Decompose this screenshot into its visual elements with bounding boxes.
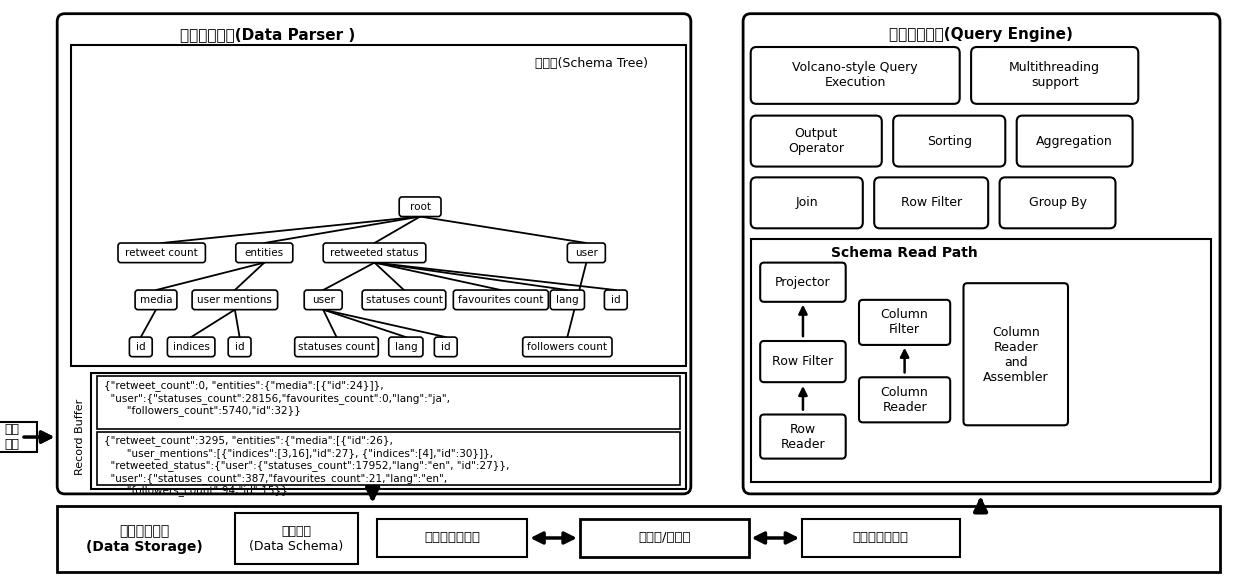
FancyBboxPatch shape <box>568 243 605 263</box>
Text: 行式二进制数据: 行式二进制数据 <box>424 532 480 545</box>
FancyBboxPatch shape <box>874 177 988 228</box>
Text: Group By: Group By <box>1028 197 1086 209</box>
Text: Output
Operator: Output Operator <box>789 127 844 155</box>
Bar <box>377 519 527 556</box>
Text: id: id <box>136 342 145 352</box>
Text: Multithreading
support: Multithreading support <box>1009 61 1100 90</box>
FancyBboxPatch shape <box>760 415 846 459</box>
Text: 数据解析模块(Data Parser ): 数据解析模块(Data Parser ) <box>181 27 356 42</box>
FancyBboxPatch shape <box>454 290 548 309</box>
FancyBboxPatch shape <box>750 177 863 228</box>
Bar <box>0 422 37 452</box>
FancyBboxPatch shape <box>399 197 441 216</box>
Text: favourites count: favourites count <box>458 295 543 305</box>
FancyBboxPatch shape <box>1017 116 1132 167</box>
Text: lang: lang <box>394 342 417 352</box>
FancyBboxPatch shape <box>971 47 1138 104</box>
FancyBboxPatch shape <box>523 337 613 357</box>
Text: Column
Reader
and
Assembler: Column Reader and Assembler <box>983 326 1049 384</box>
Bar <box>71 45 686 366</box>
Bar <box>580 519 749 556</box>
Text: id: id <box>611 295 620 305</box>
FancyBboxPatch shape <box>750 47 960 104</box>
FancyBboxPatch shape <box>57 13 691 494</box>
FancyBboxPatch shape <box>551 290 584 309</box>
Text: Volcano-style Query
Execution: Volcano-style Query Execution <box>792 61 918 90</box>
Text: Row Filter: Row Filter <box>900 197 962 209</box>
Text: root: root <box>409 202 430 212</box>
Text: {"retweet_count":0, "entities":{"media":[{"id":24}]},
  "user":{"statuses_count": {"retweet_count":0, "entities":{"media":… <box>104 380 450 416</box>
FancyBboxPatch shape <box>129 337 153 357</box>
Text: followers count: followers count <box>527 342 608 352</box>
Text: statuses count: statuses count <box>366 295 443 305</box>
Bar <box>760 247 1205 478</box>
Bar <box>750 239 1210 482</box>
FancyBboxPatch shape <box>135 290 177 309</box>
Text: {"retweet_count":3295, "entities":{"media":[{"id":26},
       "user_mentions":[{: {"retweet_count":3295, "entities":{"medi… <box>104 435 510 496</box>
Text: 文本
数据: 文本 数据 <box>4 423 19 451</box>
Text: user mentions: user mentions <box>197 295 273 305</box>
Text: Column
Reader: Column Reader <box>880 386 929 414</box>
Text: retweet count: retweet count <box>125 248 198 258</box>
Bar <box>97 376 681 429</box>
Text: 查询分析模块(Query Engine): 查询分析模块(Query Engine) <box>889 27 1073 42</box>
Text: Row Filter: Row Filter <box>773 355 833 368</box>
Text: user: user <box>575 248 598 258</box>
FancyBboxPatch shape <box>304 290 342 309</box>
FancyBboxPatch shape <box>760 341 846 382</box>
Text: indices: indices <box>172 342 210 352</box>
Text: Column
Filter: Column Filter <box>880 308 929 336</box>
Text: statuses count: statuses count <box>298 342 374 352</box>
FancyBboxPatch shape <box>118 243 206 263</box>
Text: Record Buffer: Record Buffer <box>74 399 86 475</box>
Bar <box>92 373 686 489</box>
FancyBboxPatch shape <box>604 290 627 309</box>
Text: user: user <box>311 295 335 305</box>
FancyBboxPatch shape <box>963 283 1068 425</box>
FancyBboxPatch shape <box>434 337 458 357</box>
Text: 语法树(Schema Tree): 语法树(Schema Tree) <box>534 57 647 70</box>
Bar <box>755 243 1208 480</box>
Bar <box>802 519 960 556</box>
Text: lang: lang <box>556 295 579 305</box>
FancyBboxPatch shape <box>167 337 215 357</box>
FancyBboxPatch shape <box>295 337 378 357</box>
FancyBboxPatch shape <box>999 177 1116 228</box>
FancyBboxPatch shape <box>743 13 1220 494</box>
FancyBboxPatch shape <box>192 290 278 309</box>
Text: 解析器/组装器: 解析器/组装器 <box>639 532 691 545</box>
Bar <box>765 251 1202 476</box>
FancyBboxPatch shape <box>859 377 950 422</box>
Text: 列式二进制数据: 列式二进制数据 <box>853 532 909 545</box>
FancyBboxPatch shape <box>324 243 425 263</box>
Text: 数据定义
(Data Schema): 数据定义 (Data Schema) <box>249 525 343 553</box>
FancyBboxPatch shape <box>859 300 950 345</box>
FancyBboxPatch shape <box>760 263 846 302</box>
FancyBboxPatch shape <box>236 243 293 263</box>
Text: id: id <box>234 342 244 352</box>
Bar <box>57 505 1220 572</box>
Text: entities: entities <box>244 248 284 258</box>
Text: Sorting: Sorting <box>926 135 972 147</box>
Text: 数据存储模块
(Data Storage): 数据存储模块 (Data Storage) <box>87 524 203 554</box>
FancyBboxPatch shape <box>750 116 882 167</box>
Text: Schema Read Path: Schema Read Path <box>831 246 978 260</box>
Text: Row
Reader: Row Reader <box>781 423 826 451</box>
Bar <box>97 432 681 485</box>
Text: Join: Join <box>795 197 818 209</box>
Text: id: id <box>441 342 450 352</box>
FancyBboxPatch shape <box>893 116 1006 167</box>
Text: Aggregation: Aggregation <box>1037 135 1114 147</box>
Bar <box>234 514 358 565</box>
Text: retweeted status: retweeted status <box>330 248 419 258</box>
FancyBboxPatch shape <box>228 337 250 357</box>
FancyBboxPatch shape <box>389 337 423 357</box>
FancyBboxPatch shape <box>362 290 445 309</box>
Text: Projector: Projector <box>775 276 831 289</box>
Text: media: media <box>140 295 172 305</box>
